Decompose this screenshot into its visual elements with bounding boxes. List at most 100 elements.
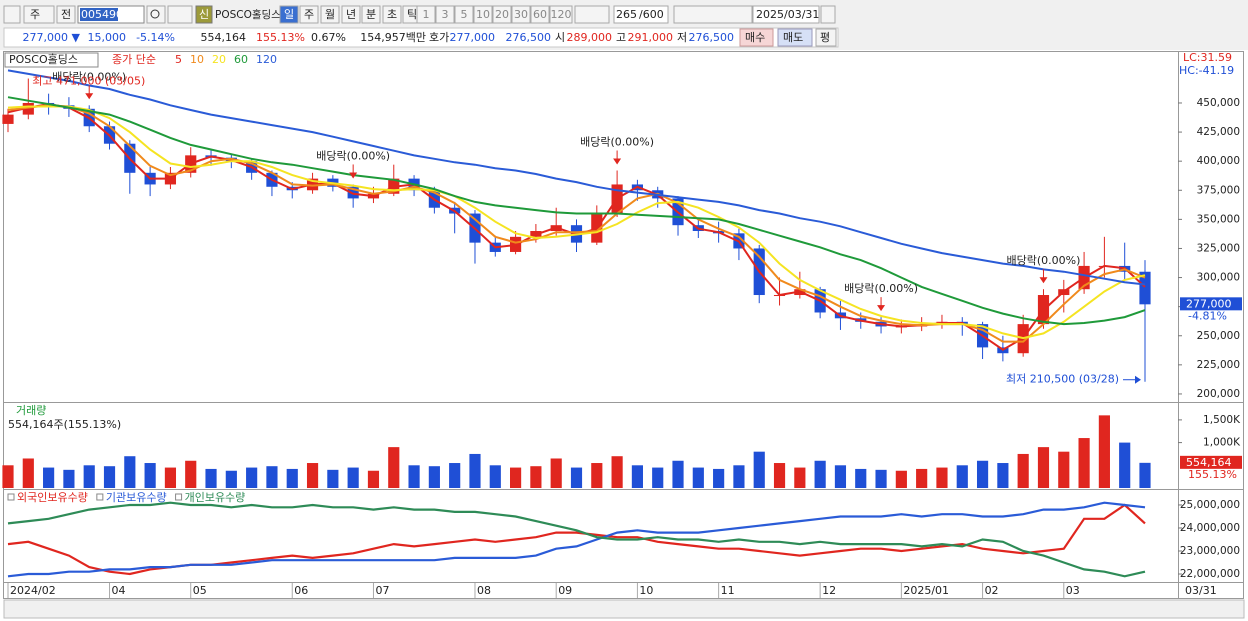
- code-text: 005490: [81, 8, 123, 21]
- prev-button[interactable]: [56, 5, 76, 24]
- low-arrow-head: [1135, 375, 1141, 384]
- hc-label: HC:-41.19: [1179, 64, 1234, 77]
- x-end-label: 03/31: [1185, 584, 1217, 597]
- y-tick-label: 425,000: [1197, 126, 1240, 138]
- interval-label: 5: [461, 8, 468, 21]
- volume-bar: [956, 465, 968, 488]
- period-button[interactable]: [320, 5, 340, 24]
- interval-button[interactable]: [530, 5, 550, 24]
- interval-button[interactable]: [473, 5, 493, 24]
- holding-line: [7, 501, 1146, 578]
- volume-bar: [43, 467, 55, 488]
- period-button[interactable]: [279, 5, 299, 24]
- open: 289,000: [567, 31, 613, 44]
- holding-legend: 개인보유수량: [185, 491, 246, 504]
- amount: 154,957백만: [360, 31, 426, 44]
- date: 2025/03/31: [756, 8, 819, 21]
- y-tick-label: 325,000: [1197, 242, 1240, 254]
- low-label: 저: [677, 31, 687, 44]
- type-dropdown[interactable]: [23, 5, 55, 24]
- stock-legend-box: [4, 52, 99, 68]
- volume-bar: [773, 463, 786, 488]
- volume-bar: [916, 468, 928, 488]
- open-label: 시: [555, 31, 565, 44]
- change: 15,000: [88, 31, 127, 44]
- dividend-label: 배당락(0.00%): [580, 135, 654, 148]
- menu-icon[interactable]: [3, 5, 21, 24]
- interval-button[interactable]: [454, 5, 474, 24]
- volume-bar: [449, 463, 461, 488]
- interval-button[interactable]: [549, 5, 573, 24]
- low-annotation: 최저 210,500 (03/28): [1006, 373, 1119, 386]
- sell-button[interactable]: [777, 28, 813, 47]
- dividend-label: 배당락(0.00%): [316, 149, 390, 162]
- y-tick-label: 25,000,000: [1180, 499, 1240, 511]
- ma-legend: 10: [190, 53, 204, 66]
- volume-ratio: 155.13%: [256, 31, 305, 44]
- type-button[interactable]: 주: [30, 8, 40, 21]
- period-label: 일: [284, 7, 294, 21]
- last-change: -4.81%: [1188, 309, 1227, 322]
- lc-label: LC:31.59: [1183, 51, 1232, 64]
- volume-bar: [469, 453, 481, 488]
- tool-icons[interactable]: [673, 5, 753, 24]
- volume-bar: [367, 470, 380, 488]
- interval-button[interactable]: [492, 5, 512, 24]
- holding-legend-swatch: [96, 493, 104, 501]
- volume-bar: [510, 467, 522, 488]
- y-tick-label: 24,000,000: [1180, 522, 1240, 534]
- code-selection: [80, 8, 118, 21]
- interval-button[interactable]: [416, 5, 436, 24]
- interval-dropdown[interactable]: [574, 5, 610, 24]
- holding-legend-swatch: [175, 493, 183, 501]
- y-tick-label: 1,000K: [1203, 437, 1241, 449]
- credit-label: 신: [199, 8, 209, 21]
- credit-badge[interactable]: [195, 5, 213, 24]
- y-tick-label: 300,000: [1197, 272, 1240, 284]
- sell-label: 매도: [783, 31, 803, 44]
- volume-bar: [794, 467, 806, 488]
- avg-button[interactable]: [815, 28, 837, 47]
- x-tick-label: 12: [822, 584, 836, 597]
- volume-bar: [428, 466, 440, 488]
- stock-legend: POSCO홀딩스: [9, 53, 78, 66]
- candle-body: [22, 102, 34, 115]
- volume-bar: [753, 451, 765, 488]
- volume-bar: [1017, 453, 1029, 488]
- buy-button[interactable]: [739, 28, 774, 47]
- dividend-arrow: [85, 93, 94, 100]
- x-tick-label: 11: [721, 584, 735, 597]
- interval-button[interactable]: [511, 5, 531, 24]
- y-tick-label: 350,000: [1197, 213, 1240, 225]
- volume-bar: [306, 463, 319, 488]
- volume-bar: [895, 470, 907, 488]
- search-icon: [150, 9, 160, 19]
- period-button[interactable]: [361, 5, 381, 24]
- search-button[interactable]: [146, 5, 166, 24]
- y-tick-label: 22,000,000: [1180, 568, 1240, 580]
- period-button[interactable]: [299, 5, 319, 24]
- period-label: 분: [366, 8, 376, 21]
- date-box[interactable]: [752, 5, 820, 24]
- volume-bar: [83, 465, 95, 488]
- volume-bar: [266, 466, 278, 488]
- volume-bar: [2, 465, 14, 488]
- scroll-bar[interactable]: [3, 599, 1245, 619]
- change-pct: -5.14%: [136, 31, 175, 44]
- calendar-button[interactable]: [820, 5, 836, 24]
- volume-bar: [591, 463, 603, 488]
- volume-bar: [611, 456, 623, 488]
- period-label: 년: [346, 8, 356, 21]
- x-tick-label: 08: [477, 584, 491, 597]
- period-button[interactable]: [341, 5, 361, 24]
- dividend-arrow: [877, 305, 886, 312]
- volume-bar: [713, 468, 725, 488]
- volume-subtitle: 554,164주(155.13%): [8, 418, 121, 431]
- low: 276,500: [689, 31, 735, 44]
- volume-bar: [327, 469, 339, 488]
- last-volume-ratio: 155.13%: [1188, 468, 1237, 481]
- interval-button[interactable]: [435, 5, 455, 24]
- period-button[interactable]: [382, 5, 402, 24]
- sound-button[interactable]: [167, 5, 193, 24]
